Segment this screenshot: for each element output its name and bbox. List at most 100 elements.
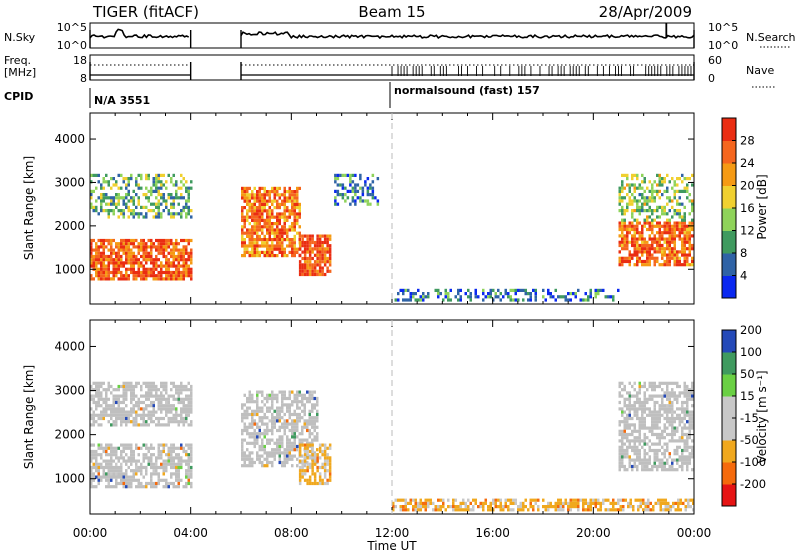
scatter-cell — [424, 498, 427, 502]
scatter-cell — [273, 457, 276, 461]
scatter-cell — [273, 234, 276, 238]
scatter-cell — [658, 231, 661, 235]
scatter-cell — [636, 448, 639, 453]
scatter-cell — [497, 288, 500, 292]
scatter-cell — [681, 416, 684, 421]
scatter-cell — [678, 413, 681, 417]
scatter-cell — [663, 247, 666, 251]
scatter-cell — [579, 298, 582, 302]
scatter-cell — [117, 242, 120, 246]
scatter-cell — [122, 180, 125, 184]
scatter-cell — [293, 222, 296, 226]
scatter-cell — [137, 423, 140, 427]
scatter-cell — [621, 439, 624, 443]
scatter-cell — [512, 288, 515, 292]
scatter-cell — [142, 267, 145, 271]
scatter-cell — [629, 505, 632, 509]
scatter-cell — [316, 256, 319, 261]
scatter-cell — [122, 251, 125, 255]
scatter-cell — [135, 258, 138, 262]
scatter-cell — [638, 397, 641, 401]
scatter-cell — [584, 292, 587, 296]
scatter-cell — [182, 209, 185, 213]
scatter-cell — [243, 238, 246, 242]
scatter-cell — [102, 251, 105, 255]
scatter-cell — [155, 485, 158, 489]
scatter-cell — [648, 215, 651, 219]
scatter-cell — [271, 428, 274, 433]
scatter-cell — [256, 212, 259, 216]
scatter-cell — [667, 501, 670, 505]
scatter-cell — [678, 256, 681, 260]
scatter-cell — [298, 400, 301, 404]
scatter-cell — [182, 251, 185, 255]
scatter-cell — [621, 243, 624, 248]
scatter-cell — [311, 469, 314, 473]
scatter-cell — [117, 407, 120, 411]
plot-title: TIGER (fitACF) — [92, 3, 199, 21]
scatter-cell — [589, 501, 592, 505]
scatter-cell — [626, 202, 629, 206]
scatter-cell — [187, 443, 190, 447]
scatter-cell — [271, 448, 274, 452]
scatter-cell — [256, 254, 259, 258]
scatter-cell — [633, 237, 636, 241]
scatter-cell — [263, 206, 266, 210]
scatter-cell — [266, 416, 269, 420]
scatter-cell — [288, 186, 291, 190]
scatter-cell — [127, 410, 130, 414]
scatter-cell — [92, 173, 95, 177]
scatter-cell — [241, 228, 244, 232]
scatter-cell — [102, 261, 105, 265]
scatter-cell — [165, 397, 168, 401]
scatter-cell — [621, 458, 624, 462]
scatter-cell — [303, 250, 307, 254]
scatter-cell — [359, 173, 362, 177]
scatter-cell — [155, 456, 158, 460]
scatter-cell — [618, 234, 621, 238]
scatter-cell — [97, 481, 100, 486]
scatter-cell — [155, 423, 158, 427]
scatter-cell — [117, 446, 120, 450]
scatter-cell — [318, 465, 322, 470]
scatter-cell — [303, 464, 306, 468]
scatter-cell — [157, 205, 160, 209]
scatter-cell — [263, 196, 266, 200]
scatter-cell — [95, 465, 98, 470]
scatter-cell — [172, 254, 175, 259]
scatter-cell — [145, 446, 148, 450]
scatter-cell — [648, 461, 651, 465]
scatter-cell — [507, 295, 510, 299]
scatter-cell — [291, 422, 294, 426]
scatter-cell — [102, 416, 105, 421]
scatter-cell — [308, 237, 312, 241]
scatter-cell — [672, 505, 675, 509]
scatter-cell — [656, 416, 659, 421]
scatter-cell — [157, 475, 160, 479]
scatter-cell — [283, 186, 286, 190]
scatter-cell — [100, 443, 103, 447]
scatter-cell — [147, 209, 150, 213]
scatter-cell — [474, 292, 477, 296]
scatter-cell — [316, 237, 319, 241]
scatter-cell — [127, 459, 130, 463]
scatter-cell — [457, 298, 460, 302]
scatter-cell — [115, 180, 118, 184]
scatter-cell — [683, 237, 686, 241]
scatter-cell — [175, 407, 178, 411]
scatter-cell — [298, 231, 301, 235]
velocity-colorbar-band — [722, 396, 736, 419]
scatter-cell — [177, 481, 180, 486]
scatter-cell — [683, 263, 686, 267]
scatter-cell — [318, 247, 322, 251]
scatter-cell — [661, 388, 664, 392]
scatter-cell — [326, 266, 329, 270]
scatter-cell — [165, 270, 168, 275]
scatter-cell — [666, 227, 669, 232]
scatter-cell — [298, 446, 302, 450]
scatter-cell — [286, 409, 289, 413]
scatter-cell — [152, 469, 155, 473]
scatter-cell — [359, 177, 362, 181]
scatter-cell — [288, 238, 291, 242]
scatter-cell — [419, 505, 422, 509]
